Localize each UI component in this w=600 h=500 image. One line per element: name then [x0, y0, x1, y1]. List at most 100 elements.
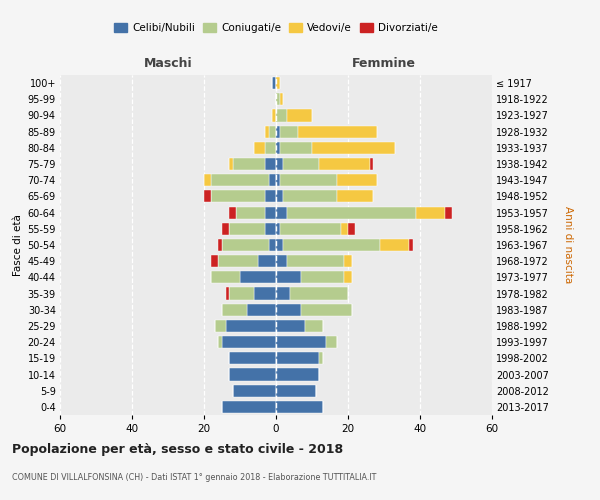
- Bar: [280, 93, 283, 106]
- Bar: [265, 222, 276, 235]
- Bar: [215, 320, 226, 332]
- Bar: [416, 206, 445, 218]
- Bar: [370, 158, 373, 170]
- Bar: [287, 255, 344, 268]
- Bar: [265, 158, 276, 170]
- Bar: [276, 126, 280, 138]
- Bar: [319, 352, 323, 364]
- Bar: [236, 206, 265, 218]
- Bar: [301, 272, 344, 283]
- Bar: [276, 384, 316, 397]
- Bar: [265, 142, 276, 154]
- Bar: [348, 222, 355, 235]
- Bar: [269, 174, 276, 186]
- Bar: [344, 255, 352, 268]
- Bar: [218, 239, 222, 251]
- Bar: [298, 126, 377, 138]
- Bar: [265, 126, 269, 138]
- Bar: [276, 142, 280, 154]
- Bar: [204, 174, 211, 186]
- Bar: [276, 255, 287, 268]
- Text: Femmine: Femmine: [352, 57, 416, 70]
- Bar: [233, 158, 265, 170]
- Bar: [276, 110, 287, 122]
- Bar: [226, 320, 276, 332]
- Bar: [254, 142, 265, 154]
- Bar: [222, 336, 276, 348]
- Bar: [280, 126, 298, 138]
- Bar: [283, 158, 319, 170]
- Bar: [283, 190, 337, 202]
- Bar: [229, 368, 276, 380]
- Bar: [211, 255, 218, 268]
- Bar: [258, 255, 276, 268]
- Bar: [229, 352, 276, 364]
- Bar: [305, 320, 323, 332]
- Bar: [380, 239, 409, 251]
- Bar: [276, 304, 301, 316]
- Bar: [276, 272, 301, 283]
- Bar: [204, 190, 211, 202]
- Bar: [222, 239, 269, 251]
- Bar: [301, 304, 352, 316]
- Bar: [276, 320, 305, 332]
- Bar: [287, 110, 312, 122]
- Bar: [211, 190, 265, 202]
- Bar: [344, 272, 352, 283]
- Bar: [226, 288, 229, 300]
- Y-axis label: Fasce di età: Fasce di età: [13, 214, 23, 276]
- Bar: [280, 174, 337, 186]
- Bar: [240, 272, 276, 283]
- Bar: [337, 174, 377, 186]
- Bar: [229, 288, 254, 300]
- Bar: [276, 206, 287, 218]
- Bar: [229, 206, 236, 218]
- Bar: [276, 174, 280, 186]
- Bar: [272, 77, 276, 89]
- Bar: [229, 158, 233, 170]
- Bar: [326, 336, 337, 348]
- Bar: [280, 222, 341, 235]
- Bar: [254, 288, 276, 300]
- Bar: [319, 158, 370, 170]
- Bar: [312, 142, 395, 154]
- Bar: [290, 288, 348, 300]
- Bar: [276, 93, 280, 106]
- Bar: [276, 222, 280, 235]
- Bar: [276, 368, 319, 380]
- Bar: [229, 222, 265, 235]
- Bar: [211, 174, 269, 186]
- Bar: [337, 190, 373, 202]
- Bar: [265, 190, 276, 202]
- Bar: [222, 401, 276, 413]
- Bar: [276, 158, 283, 170]
- Bar: [276, 190, 283, 202]
- Bar: [276, 352, 319, 364]
- Legend: Celibi/Nubili, Coniugati/e, Vedovi/e, Divorziati/e: Celibi/Nubili, Coniugati/e, Vedovi/e, Di…: [110, 19, 442, 38]
- Bar: [276, 77, 280, 89]
- Bar: [218, 255, 258, 268]
- Text: Maschi: Maschi: [143, 57, 193, 70]
- Bar: [247, 304, 276, 316]
- Bar: [233, 384, 276, 397]
- Bar: [265, 206, 276, 218]
- Bar: [341, 222, 348, 235]
- Bar: [276, 401, 323, 413]
- Bar: [272, 110, 276, 122]
- Bar: [287, 206, 416, 218]
- Bar: [276, 336, 326, 348]
- Bar: [445, 206, 452, 218]
- Bar: [211, 272, 240, 283]
- Bar: [409, 239, 413, 251]
- Bar: [280, 142, 312, 154]
- Bar: [269, 239, 276, 251]
- Bar: [276, 239, 283, 251]
- Bar: [222, 222, 229, 235]
- Text: COMUNE DI VILLALFONSINA (CH) - Dati ISTAT 1° gennaio 2018 - Elaborazione TUTTITA: COMUNE DI VILLALFONSINA (CH) - Dati ISTA…: [12, 472, 376, 482]
- Text: Popolazione per età, sesso e stato civile - 2018: Popolazione per età, sesso e stato civil…: [12, 442, 343, 456]
- Bar: [269, 126, 276, 138]
- Bar: [276, 288, 290, 300]
- Y-axis label: Anni di nascita: Anni di nascita: [563, 206, 573, 284]
- Bar: [218, 336, 222, 348]
- Bar: [283, 239, 380, 251]
